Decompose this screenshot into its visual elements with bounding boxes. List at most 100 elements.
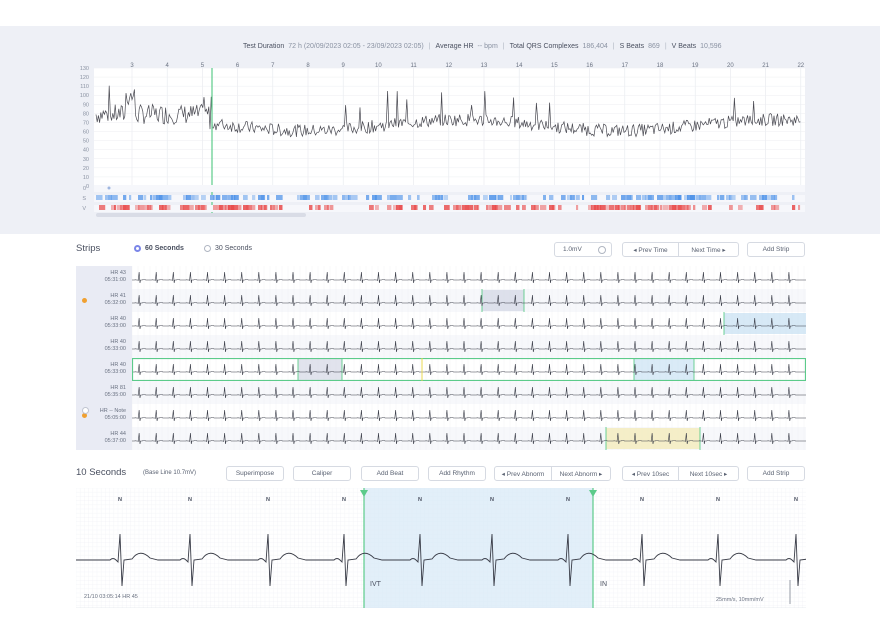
add-rhythm-button[interactable]: Add Rhythm bbox=[428, 466, 486, 481]
s-beat-mark bbox=[168, 195, 172, 200]
s-beat-mark bbox=[471, 195, 477, 200]
strip-row[interactable]: HR 40 05:33:00 bbox=[76, 335, 806, 358]
beat-label: N bbox=[490, 497, 494, 503]
next-10sec-button[interactable]: Next 10sec ▸ bbox=[678, 466, 739, 481]
s-beat-mark bbox=[123, 195, 127, 200]
v-beat-mark bbox=[657, 205, 660, 210]
s-beat-mark bbox=[744, 195, 747, 200]
add-strip-10-button[interactable]: Add Strip bbox=[747, 466, 805, 481]
v-beat-mark bbox=[702, 205, 708, 210]
strip-row[interactable]: HR 41 05:32:00 bbox=[76, 289, 806, 312]
next-abnorm-button[interactable]: Next Abnorm ▸ bbox=[551, 466, 611, 481]
v-beat-mark bbox=[387, 205, 392, 210]
y-tick-label: 80 bbox=[83, 111, 89, 117]
v-beat-mark bbox=[615, 205, 620, 210]
s-beat-mark bbox=[750, 195, 757, 200]
v-beat-mark bbox=[111, 205, 116, 210]
s-beat-mark bbox=[228, 195, 234, 200]
v-beat-mark bbox=[327, 205, 330, 210]
y-tick-label: 20 bbox=[83, 166, 89, 172]
s-beat-mark bbox=[231, 195, 236, 200]
strip-bg bbox=[132, 358, 806, 381]
y-tick-label: 10 bbox=[83, 175, 89, 181]
region-label: IN bbox=[600, 581, 607, 588]
ten-second-ecg[interactable]: N N N N N N N N N N IVT IN bbox=[76, 488, 806, 608]
lane-label: 0 bbox=[83, 186, 86, 192]
v-beat-mark bbox=[591, 205, 597, 210]
beat-label: N bbox=[266, 497, 270, 503]
prev-abnorm-button[interactable]: ◂ Prev Abnorm bbox=[494, 466, 552, 481]
strip-row[interactable]: HR -- Note 05:05:00 bbox=[76, 404, 806, 427]
test-summary: Test Duration 72 h (20/09/2023 02:05 - 23… bbox=[243, 43, 722, 50]
v-beat-mark bbox=[231, 205, 238, 210]
v-beat-mark bbox=[600, 205, 606, 210]
baseline-text: (Base Line 10.7mV) bbox=[143, 470, 197, 476]
v-beat-mark bbox=[474, 205, 478, 210]
strip-label: HR 44 05:37:00 bbox=[76, 427, 132, 450]
strip-ecg[interactable] bbox=[132, 358, 806, 381]
s-beat-mark bbox=[582, 195, 585, 200]
s-beat-mark bbox=[495, 195, 499, 200]
strip-ecg[interactable] bbox=[132, 289, 806, 312]
v-beat-mark bbox=[504, 205, 511, 210]
strip-ecg-line bbox=[132, 317, 806, 330]
s-beat-mark bbox=[372, 195, 377, 200]
hr-trend-chart[interactable]: 3456789101112131415161718192021222301020… bbox=[70, 58, 810, 226]
superimpose-button[interactable]: Superimpose bbox=[226, 466, 284, 481]
add-strip-button[interactable]: Add Strip bbox=[747, 242, 805, 257]
s-beat-mark bbox=[561, 195, 566, 200]
strip-ecg[interactable] bbox=[132, 312, 806, 335]
s-beat-mark bbox=[306, 195, 310, 200]
strip-row[interactable]: HR 44 05:37:00 bbox=[76, 427, 806, 450]
prev-10sec-button[interactable]: ◂ Prev 10sec bbox=[622, 466, 679, 481]
strip-row[interactable]: HR 40 05:33:00 bbox=[76, 358, 806, 381]
s-beat-mark bbox=[444, 195, 449, 200]
s-beat-mark bbox=[621, 195, 625, 200]
strip-ecg-line bbox=[132, 363, 806, 376]
strip-ecg[interactable] bbox=[132, 266, 806, 289]
strip-row[interactable]: HR 40 05:33:00 bbox=[76, 312, 806, 335]
s-beat-mark bbox=[732, 195, 736, 200]
v-beat-mark bbox=[654, 205, 658, 210]
caliper-button[interactable]: Caliper bbox=[293, 466, 351, 481]
s-beat-mark bbox=[276, 195, 283, 200]
test-duration-value: 72 h (20/09/2023 02:05 - 23/09/2023 02:0… bbox=[288, 43, 424, 50]
s-beat-mark bbox=[498, 195, 504, 200]
v-beat-mark bbox=[246, 205, 252, 210]
strips-list: HR 43 05:31:00 HR 41 05:32:00 HR 40 05:33:00 H… bbox=[76, 266, 806, 452]
s-beat-mark bbox=[129, 195, 132, 200]
strip-bg bbox=[132, 289, 806, 312]
prev-time-button[interactable]: ◂ Prev Time bbox=[622, 242, 679, 257]
strip-ecg[interactable] bbox=[132, 381, 806, 404]
hour-tick-label: 15 bbox=[551, 63, 558, 69]
s-beat-mark bbox=[522, 195, 525, 200]
next-time-button[interactable]: Next Time ▸ bbox=[678, 242, 739, 257]
v-beat-mark bbox=[792, 205, 796, 210]
s-beat-mark bbox=[570, 195, 574, 200]
radio-60-seconds[interactable]: 60 Seconds bbox=[134, 245, 184, 252]
strip-ecg[interactable] bbox=[132, 335, 806, 358]
s-beat-mark bbox=[108, 195, 112, 200]
beat-label: N bbox=[118, 497, 122, 503]
v-beat-mark bbox=[594, 205, 599, 210]
strip-row[interactable]: HR 81 05:35:00 bbox=[76, 381, 806, 404]
note-checkbox[interactable] bbox=[82, 407, 89, 414]
strip-time: 05:32:00 bbox=[104, 300, 126, 306]
radio-30-seconds[interactable]: 30 Seconds bbox=[204, 245, 252, 252]
strip-time: 05:33:00 bbox=[104, 346, 126, 352]
v-beat-mark bbox=[660, 205, 663, 210]
s-beat-mark bbox=[720, 195, 725, 200]
s-beat-mark bbox=[717, 195, 720, 200]
hour-tick-label: 22 bbox=[797, 63, 804, 69]
strip-ecg[interactable] bbox=[132, 427, 806, 450]
add-beat-button[interactable]: Add Beat bbox=[361, 466, 419, 481]
lane-marker bbox=[107, 186, 111, 190]
v-beat-mark bbox=[522, 205, 526, 210]
v-beat-mark bbox=[534, 205, 539, 210]
s-beat-mark bbox=[390, 195, 397, 200]
beat-label: N bbox=[566, 497, 570, 503]
strip-ecg[interactable] bbox=[132, 404, 806, 427]
strip-row[interactable]: HR 43 05:31:00 bbox=[76, 266, 806, 289]
v-beat-mark bbox=[270, 205, 273, 210]
gain-select[interactable]: 1.0mV bbox=[554, 242, 612, 257]
